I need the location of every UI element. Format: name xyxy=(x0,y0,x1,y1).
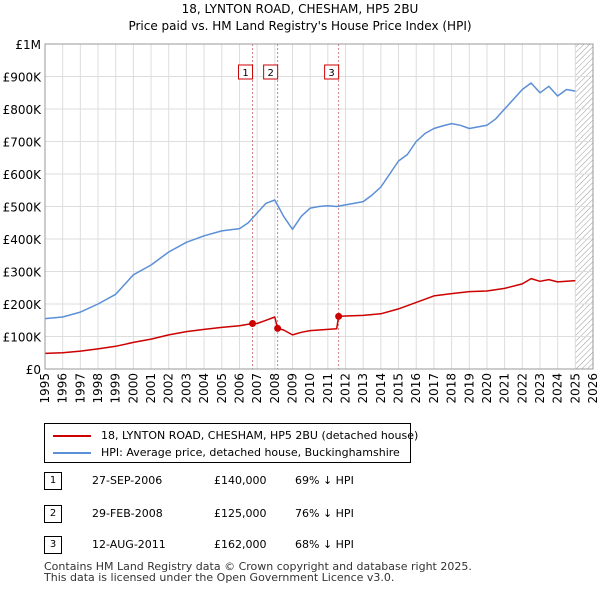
y-tick-label: £500K xyxy=(3,201,43,215)
x-tick-label: 2012 xyxy=(339,373,353,404)
chart-legend: 18, LYNTON ROAD, CHESHAM, HP5 2BU (detac… xyxy=(44,423,418,463)
x-tick-label: 2024 xyxy=(551,373,565,404)
x-tick-label: 2014 xyxy=(374,373,388,404)
sale-price: £140,000 xyxy=(214,474,267,487)
x-tick-label: 2008 xyxy=(268,373,282,404)
x-tick-label: 2016 xyxy=(409,373,423,404)
legend-swatch-hpi xyxy=(53,452,91,454)
sale-label-1: 1 xyxy=(242,68,248,79)
x-tick-label: 2002 xyxy=(162,373,176,404)
sale-label-box-2 xyxy=(263,64,279,80)
sale-date: 12-AUG-2011 xyxy=(92,538,166,551)
x-tick-label: 2015 xyxy=(392,373,406,404)
x-tick-label: 2017 xyxy=(427,373,441,404)
chart-subtitle: Price paid vs. HM Land Registry's House … xyxy=(128,19,471,33)
chart-title: 18, LYNTON ROAD, CHESHAM, HP5 2BU xyxy=(182,2,419,16)
y-tick-label: £900K xyxy=(3,71,43,85)
sale-date: 27-SEP-2006 xyxy=(92,474,163,487)
y-tick-label: £300K xyxy=(3,266,43,280)
footer-line-2: This data is licensed under the Open Gov… xyxy=(44,571,395,584)
y-tick-label: £200K xyxy=(3,298,43,312)
x-tick-label: 2020 xyxy=(480,373,494,404)
x-tick-label: 2000 xyxy=(126,373,140,404)
x-tick-label: 2003 xyxy=(179,373,193,404)
x-tick-label: 2013 xyxy=(356,373,370,404)
sale-row-3: 3 12-AUG-2011 £162,000 68% ↓ HPI xyxy=(44,536,444,554)
x-tick-label: 2021 xyxy=(498,373,512,404)
sale-hpi-diff: 68% ↓ HPI xyxy=(295,538,354,551)
legend-label-hpi: HPI: Average price, detached house, Buck… xyxy=(101,446,400,459)
x-tick-label: 1995 xyxy=(38,373,52,404)
sale-date: 29-FEB-2008 xyxy=(92,507,163,520)
sale-point-1 xyxy=(249,320,257,327)
y-tick-label: £700K xyxy=(3,136,43,150)
x-tick-label: 1999 xyxy=(109,373,123,404)
footer-line-1: Contains HM Land Registry data © Crown c… xyxy=(44,560,472,573)
y-tick-label: £0 xyxy=(26,363,41,377)
sale-label-box-3 xyxy=(324,64,340,80)
sale-point-2 xyxy=(274,324,282,332)
sale-row-2: 2 29-FEB-2008 £125,000 76% ↓ HPI xyxy=(44,505,444,523)
x-tick-label: 2006 xyxy=(232,373,246,404)
price-chart: 18, LYNTON ROAD, CHESHAM, HP5 2BU Price … xyxy=(3,2,600,404)
x-tick-label: 2007 xyxy=(250,373,264,404)
x-tick-label: 2005 xyxy=(215,373,229,404)
plot-border xyxy=(44,43,594,370)
sale-label-2: 2 xyxy=(267,68,273,79)
y-tick-label: £800K xyxy=(3,103,43,117)
x-tick-label: 2022 xyxy=(515,373,529,404)
y-tick-label: £1M xyxy=(15,38,41,52)
x-tick-label: 2011 xyxy=(321,373,335,404)
sale-number: 1 xyxy=(44,472,62,490)
y-tick-label: £600K xyxy=(3,168,43,182)
sale-point-3 xyxy=(335,312,343,320)
sale-hpi-diff: 76% ↓ HPI xyxy=(295,507,354,520)
sale-row-1: 1 27-SEP-2006 £140,000 69% ↓ HPI xyxy=(44,472,444,490)
property-series-line xyxy=(44,277,576,355)
sale-hpi-diff: 69% ↓ HPI xyxy=(295,474,354,487)
sale-label-box-1 xyxy=(238,64,254,80)
x-tick-label: 2025 xyxy=(568,373,582,404)
sale-number: 2 xyxy=(44,505,62,523)
legend-label-property: 18, LYNTON ROAD, CHESHAM, HP5 2BU (detac… xyxy=(101,429,419,442)
x-tick-label: 2001 xyxy=(144,373,158,404)
sale-number: 3 xyxy=(44,536,62,554)
legend-swatch-property xyxy=(53,435,91,437)
x-tick-label: 1998 xyxy=(91,373,105,404)
sale-price: £162,000 xyxy=(214,538,267,551)
x-tick-label: 2018 xyxy=(445,373,459,404)
x-tick-label: 2009 xyxy=(285,373,299,404)
x-tick-label: 1997 xyxy=(73,373,87,404)
y-tick-label: £400K xyxy=(3,233,43,247)
footer-attribution: Contains HM Land Registry data © Crown c… xyxy=(44,561,472,583)
sale-price: £125,000 xyxy=(214,507,267,520)
x-tick-label: 2010 xyxy=(303,373,317,404)
x-tick-label: 2023 xyxy=(533,373,547,404)
hpi-series-line xyxy=(44,82,576,320)
x-tick-label: 1996 xyxy=(56,373,70,404)
x-tick-label: 2004 xyxy=(197,373,211,404)
x-tick-label: 2026 xyxy=(586,373,600,404)
x-tick-label: 2019 xyxy=(462,373,476,404)
y-tick-label: £100K xyxy=(3,331,43,345)
sale-label-3: 3 xyxy=(328,68,334,79)
